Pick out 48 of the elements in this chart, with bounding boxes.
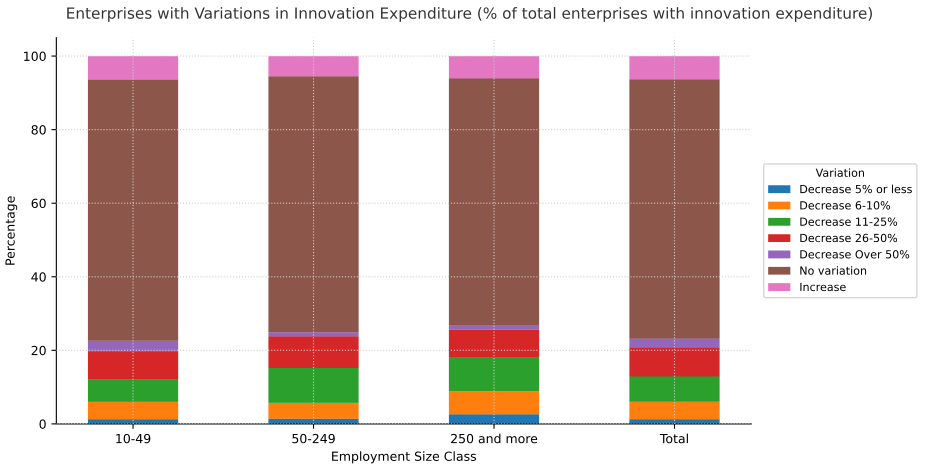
bar (629, 338, 720, 348)
chart-title: Enterprises with Variations in Innovation Expenditure (% of total enterprises with innovation expenditure) (67, 7, 872, 22)
x-tick-label: 50-249 (292, 434, 335, 444)
bar (629, 347, 720, 376)
bar (88, 80, 178, 341)
x-axis-title: Employment Size Class (332, 451, 476, 464)
bar (629, 376, 720, 402)
bar (88, 419, 178, 424)
bar (448, 358, 540, 392)
x-tick-label: 10-49 (116, 434, 150, 444)
bar (268, 332, 359, 336)
bar (88, 402, 178, 420)
bar (268, 56, 359, 76)
bar (629, 401, 720, 420)
legend-label: No variation (800, 266, 866, 275)
bar (268, 368, 359, 403)
y-tick-label: 60 (32, 198, 46, 208)
bar (88, 56, 178, 80)
y-tick-label: 80 (32, 125, 46, 135)
legend-label: Increase (800, 282, 846, 292)
bar (629, 79, 720, 339)
y-tick-label: 0 (39, 419, 46, 429)
bar (88, 351, 178, 380)
bar (268, 402, 359, 419)
x-tick-label: 250 and more (451, 434, 538, 444)
bar (448, 330, 540, 358)
legend-title: Variation (816, 168, 864, 177)
bar (448, 414, 540, 424)
bar (629, 56, 720, 80)
bar (448, 391, 540, 414)
bar (268, 76, 359, 332)
bar (88, 340, 178, 352)
legend-label: Decrease 26-50% (800, 234, 898, 242)
y-tick-label: 40 (31, 272, 46, 282)
legend-label: Decrease 11-25% (800, 217, 898, 226)
y-tick-label: 100 (24, 52, 46, 61)
legend-label: Decrease 6-10% (800, 201, 890, 210)
bar (268, 336, 359, 368)
bar (629, 419, 720, 424)
bar (448, 325, 540, 330)
bar (448, 56, 540, 79)
y-axis-title: Percentage (5, 196, 18, 265)
x-tick-label: Total (660, 434, 688, 444)
bar (88, 379, 178, 402)
legend-label: Decrease 5% or less (800, 184, 912, 194)
bar (448, 78, 540, 326)
legend-label: Decrease Over 50% (800, 250, 910, 258)
y-tick-label: 20 (32, 346, 46, 356)
